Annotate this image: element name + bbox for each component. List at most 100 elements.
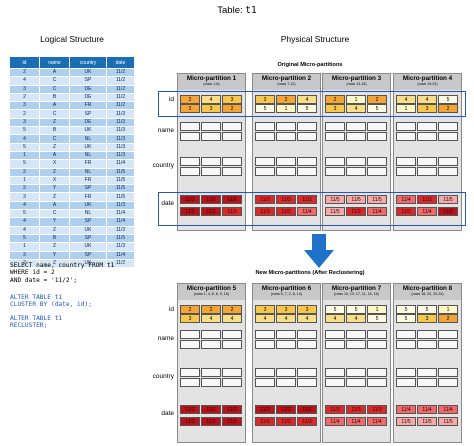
table-cell-country: FR xyxy=(69,175,107,186)
table-cell-date: 11/4 xyxy=(106,209,135,219)
table-cell-country: DE xyxy=(69,92,107,103)
id-value-cell: 3 xyxy=(297,305,317,314)
country-value-cell xyxy=(201,378,221,387)
date-value-cell: 11/3 xyxy=(255,195,275,204)
name-value-cell xyxy=(346,132,366,141)
id-value-cell: 2 xyxy=(367,95,387,104)
table-cell-date: 11/3 xyxy=(106,109,135,119)
table-cell-id: 3 xyxy=(9,101,40,111)
date-value-cell: 11/3 xyxy=(346,207,366,216)
table-row: 1 A NL 11/3 xyxy=(9,150,135,161)
date-value-cell: 11/4 xyxy=(367,417,387,426)
row-label-id-new: id xyxy=(168,306,174,313)
table-cell-name: C xyxy=(39,84,70,94)
row-label-country-new: country xyxy=(152,373,174,380)
name-value-cell xyxy=(276,132,296,141)
table-cell-id: 3 xyxy=(9,117,40,128)
table-row: 1 X FR 11/5 xyxy=(9,175,135,186)
table-cell-date: 11/5 xyxy=(106,192,135,202)
date-value-cell: 11/2 xyxy=(201,195,221,204)
table-cell-name: B xyxy=(39,233,70,244)
date-value-cell: 11/2 xyxy=(255,405,275,414)
country-value-cell xyxy=(222,157,242,166)
table-row: 4 Z UK 11/3 xyxy=(9,225,135,235)
table-row: 2 Z NL 11/5 xyxy=(9,167,135,177)
name-value-cell xyxy=(346,340,366,349)
table-cell-name: X xyxy=(39,159,70,169)
date-value-cell: 11/2 xyxy=(180,207,200,216)
table-cell-date: 11/4 xyxy=(106,250,135,260)
micro-partition-row-range: (rows 18, 20, 20-24) xyxy=(411,292,444,296)
id-value-cell: 3 xyxy=(417,314,437,323)
name-value-cell xyxy=(438,122,458,131)
micro-partition-title: Micro-partition 1 xyxy=(186,75,237,82)
table-cell-country: DE xyxy=(69,84,107,94)
table-cell-date: 11/3 xyxy=(106,126,135,136)
id-value-cell: 4 xyxy=(346,314,366,323)
table-row: 1 Z UK 11/3 xyxy=(9,242,135,252)
table-cell-date: 11/3 xyxy=(106,117,135,128)
table-cell-name: C xyxy=(39,209,70,219)
table-row: 2 C SP 11/3 xyxy=(9,109,135,119)
name-value-cell xyxy=(367,340,387,349)
table-row: 3 C DE 11/2 xyxy=(9,84,135,94)
id-row-highlight-original xyxy=(158,91,466,117)
country-value-cell xyxy=(255,157,275,166)
name-value-cell xyxy=(367,132,387,141)
table-cell-name: A xyxy=(39,200,70,211)
country-value-cell xyxy=(297,378,317,387)
table-cell-country: SP xyxy=(69,250,107,260)
country-value-cell xyxy=(255,167,275,176)
date-value-cell: 11/3 xyxy=(417,195,437,204)
id-value-cell: 4 xyxy=(255,314,275,323)
table-cell-date: 11/5 xyxy=(106,233,135,244)
date-value-cell: 11/3 xyxy=(396,207,416,216)
micro-partition-row-range: (rows 13-18) xyxy=(346,82,367,86)
date-value-cell: 11/2 xyxy=(201,405,221,414)
country-value-cell xyxy=(201,167,221,176)
table-row: 4 C SP 11/2 xyxy=(9,76,135,86)
id-value-cell: 4 xyxy=(222,314,242,323)
country-value-cell xyxy=(297,157,317,166)
micro-partition-title: Micro-partition 2 xyxy=(261,75,312,82)
name-value-cell xyxy=(396,132,416,141)
row-label-date-new: date xyxy=(161,410,174,417)
date-value-cell: 11/5 xyxy=(417,417,437,426)
micro-partition-header: Micro-partition 7 (rows 10, 13, 17, 11, 1… xyxy=(323,284,390,300)
name-value-cell xyxy=(180,122,200,131)
column-header-date: date xyxy=(106,56,135,69)
table-row: 2 A UK 11/2 xyxy=(9,67,135,78)
table-cell-id: 1 xyxy=(9,150,40,161)
table-row: 5 Z UK 11/3 xyxy=(9,142,135,152)
country-value-cell xyxy=(367,167,387,176)
name-value-cell xyxy=(222,340,242,349)
table-cell-country: UK xyxy=(69,142,107,152)
date-value-cell: 11/5 xyxy=(346,195,366,204)
name-value-cell xyxy=(255,330,275,339)
name-value-cell xyxy=(255,122,275,131)
country-value-cell xyxy=(180,157,200,166)
table-cell-date: 11/3 xyxy=(106,225,135,235)
table-cell-country: DE xyxy=(69,117,107,128)
figure-title: Table: t1 xyxy=(150,5,324,16)
country-value-cell xyxy=(396,157,416,166)
id-value-cell: 2 xyxy=(222,104,242,113)
date-value-cell: 11/4 xyxy=(417,405,437,414)
name-value-cell xyxy=(438,330,458,339)
id-value-cell: 1 xyxy=(367,305,387,314)
id-value-cell: 4 xyxy=(396,95,416,104)
name-value-cell xyxy=(255,132,275,141)
name-value-cell xyxy=(346,330,366,339)
table-cell-country: SP xyxy=(69,233,107,244)
table-cell-name: Z xyxy=(39,242,70,252)
date-value-cell: 11/4 xyxy=(417,207,437,216)
date-value-cell: 11/4 xyxy=(346,417,366,426)
date-value-cell: 11/5 xyxy=(438,417,458,426)
id-value-cell: 5 xyxy=(396,314,416,323)
table-row: 3 Y SP 11/4 xyxy=(9,250,135,260)
name-value-cell xyxy=(276,340,296,349)
id-value-cell: 3 xyxy=(255,305,275,314)
row-label-country-original: country xyxy=(152,162,174,169)
id-value-cell: 5 xyxy=(297,104,317,113)
table-cell-name: Z xyxy=(39,192,70,202)
